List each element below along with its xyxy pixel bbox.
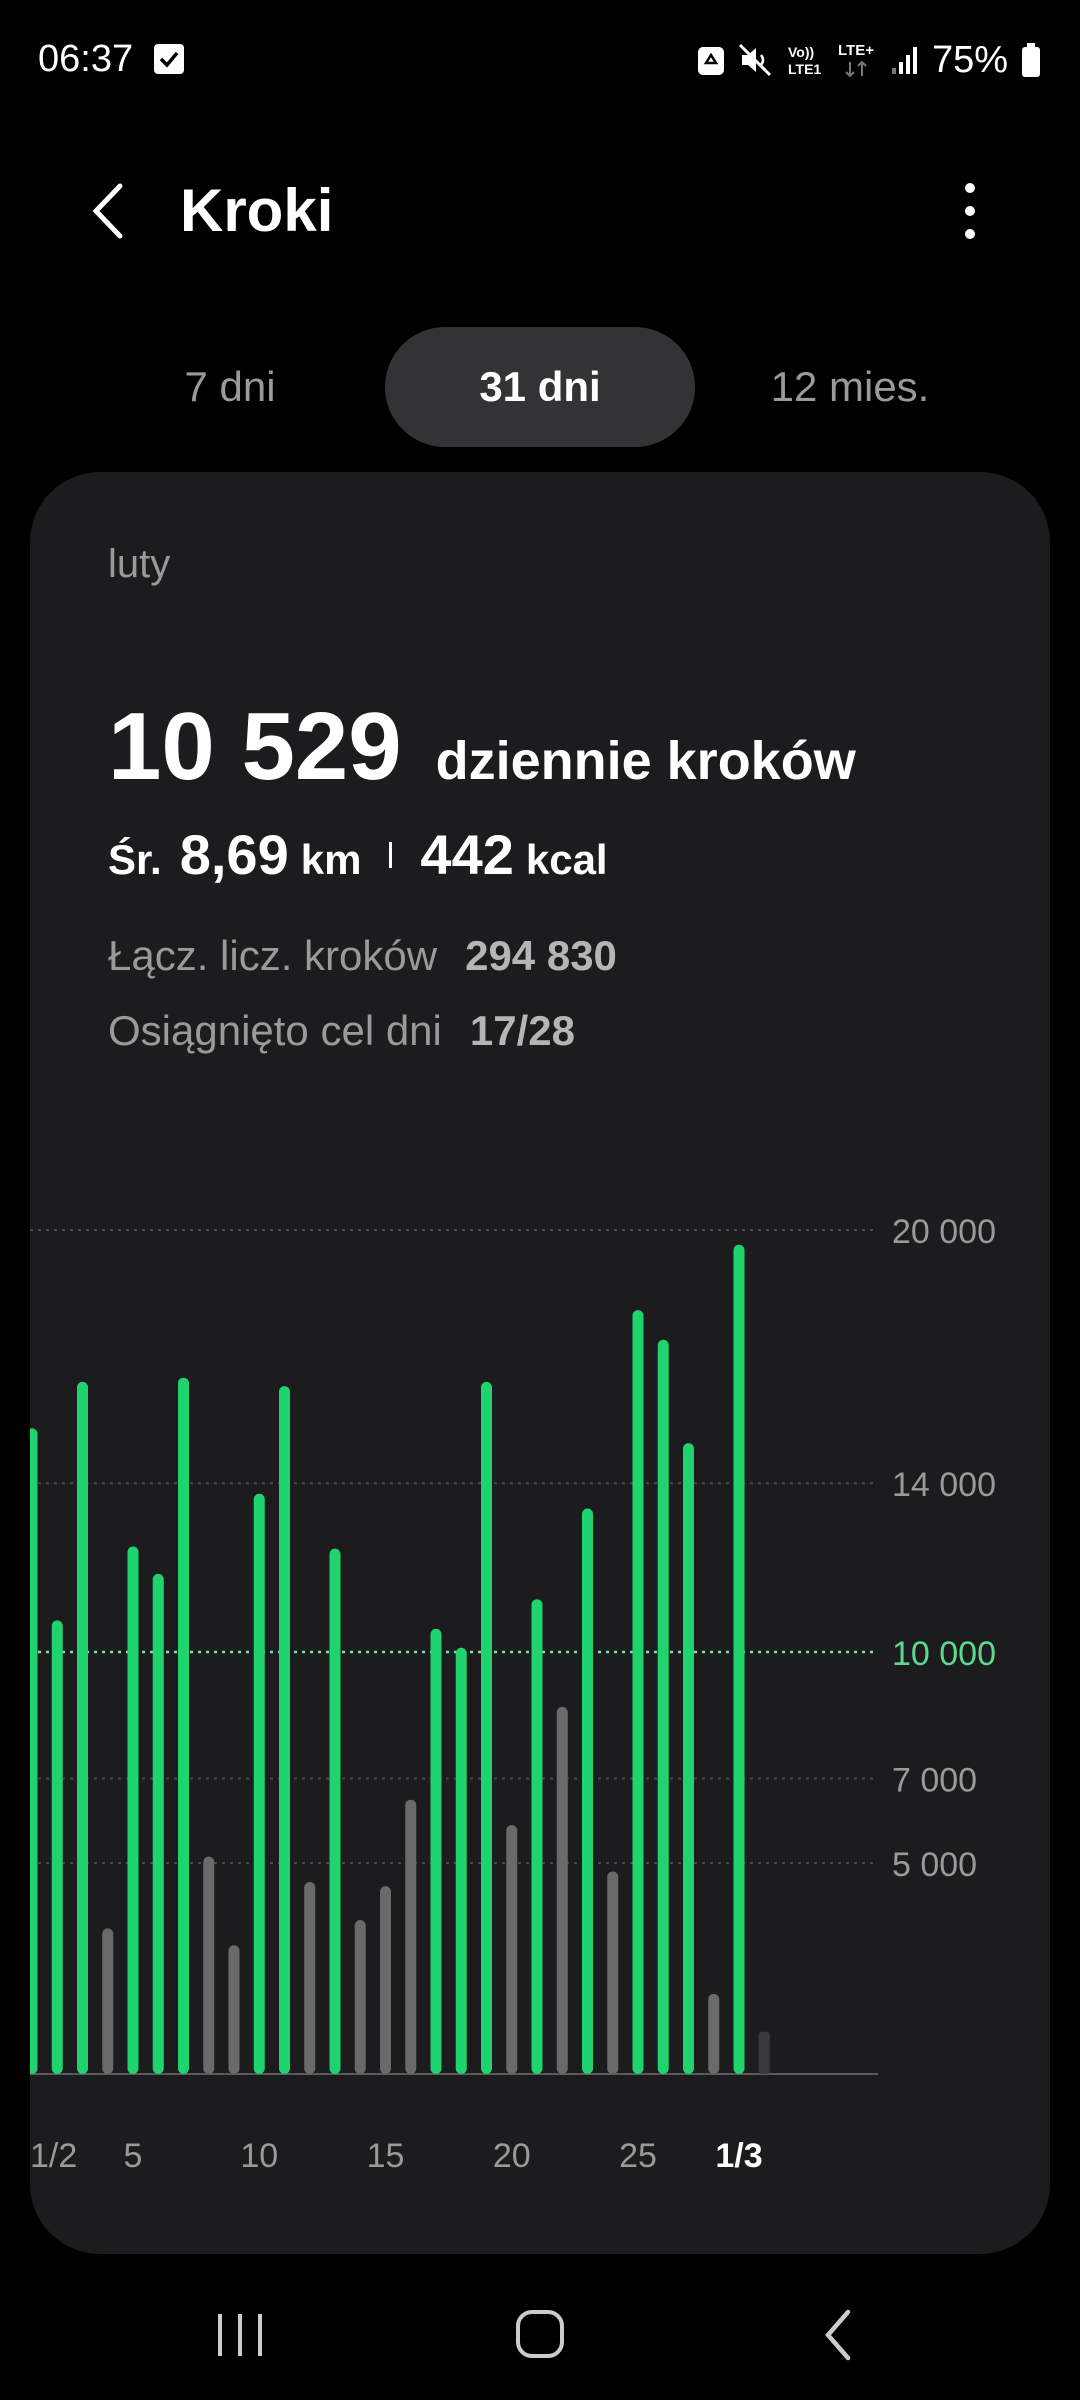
y-tick-label: 20 000 (892, 1213, 996, 1251)
goal-days-value: 17/28 (469, 1007, 575, 1054)
bar-day-15[interactable] (380, 1886, 391, 2074)
x-tick-label: 25 (619, 2137, 657, 2175)
average-row: Śr. 8,69 km 442 kcal (108, 822, 608, 887)
recycle-icon (697, 47, 724, 75)
bar-day-1/3[interactable] (733, 1244, 745, 2074)
y-tick-label: 5 000 (892, 1846, 977, 1884)
bar-day-25[interactable] (632, 1310, 644, 2074)
average-distance-value: 8,69 (179, 823, 289, 886)
goal-days-row: Osiągnięto cel dni 17/28 (108, 1007, 575, 1055)
x-tick-label: 1/2 (30, 2137, 77, 2175)
bar-day-1/2[interactable] (30, 1428, 38, 2074)
bar-day-27[interactable] (683, 1443, 694, 2074)
average-distance-unit: km (300, 836, 362, 883)
svg-text:LTE+: LTE+ (838, 42, 874, 59)
period-label: luty (108, 542, 171, 586)
y-tick-label: 7 000 (892, 1762, 977, 1800)
more-options-button[interactable] (940, 176, 1000, 246)
daily-steps-unit: dziennie kroków (435, 731, 856, 791)
page-title: Kroki (180, 177, 334, 244)
tab-12-months[interactable]: 12 mies. (770, 363, 930, 410)
navigation-bar (0, 2270, 1080, 2400)
bar-day-12[interactable] (304, 1881, 316, 2074)
lte-icon: LTE+ (838, 42, 874, 78)
total-steps-row: Łącz. licz. kroków 294 830 (108, 932, 617, 980)
total-steps-label: Łącz. licz. kroków (108, 932, 438, 979)
bar-day-22[interactable] (556, 1706, 568, 2074)
bar-day-28[interactable] (708, 1993, 720, 2074)
bar-day-9[interactable] (228, 1945, 240, 2074)
battery-percent: 75% (931, 38, 1008, 81)
mute-icon (738, 43, 771, 77)
bar-day-10[interactable] (253, 1493, 265, 2074)
app-header: Kroki (0, 150, 1080, 270)
average-calories-value: 442 (420, 823, 514, 886)
status-bar: 06:37 Vo)) LTE1 LTE+ 75% (0, 0, 1080, 120)
x-tick-label: 15 (367, 2137, 405, 2175)
status-icons: Vo)) LTE1 LTE+ 75% (696, 38, 1042, 82)
steps-bar-chart[interactable]: 20 000 14 000 10 000 7 000 5 000 1/2 5 10 15 20 25… (30, 472, 1050, 2254)
system-back-button[interactable] (800, 2300, 880, 2370)
average-prefix: Śr. (108, 836, 162, 883)
more-vertical-icon (965, 183, 975, 239)
volte-icon: Vo)) LTE1 (788, 44, 821, 77)
recents-button[interactable] (200, 2300, 280, 2370)
bar-day-5[interactable] (127, 1546, 139, 2075)
bar-day-14[interactable] (354, 1919, 366, 2074)
total-steps-value: 294 830 (465, 932, 617, 979)
x-tick-label: 10 (240, 2137, 278, 2175)
battery-icon (1022, 43, 1040, 77)
steps-card: luty 10 529 dziennie kroków Śr. 8,69 km … (30, 472, 1050, 2254)
x-tick-label: 5 (124, 2137, 143, 2175)
home-icon (516, 2310, 564, 2358)
bar-day-8[interactable] (203, 1856, 215, 2074)
back-button[interactable] (78, 176, 148, 246)
recents-icon (218, 2314, 262, 2356)
tab-31-days[interactable]: 31 dni (385, 327, 695, 447)
status-time: 06:37 (38, 38, 134, 80)
bar-day-2[interactable] (51, 1620, 63, 2074)
x-tick-label: 1/3 (715, 2137, 762, 2175)
goal-days-label: Osiągnięto cel dni (108, 1007, 442, 1054)
bar-day-18[interactable] (455, 1647, 467, 2074)
daily-steps-row: 10 529 dziennie kroków (108, 692, 856, 802)
bar-day-3[interactable] (77, 1381, 88, 2074)
average-calories-unit: kcal (525, 836, 608, 883)
bar-day-20[interactable] (506, 1825, 518, 2074)
bar-day-21[interactable] (531, 1599, 543, 2074)
notification-check-icon (154, 44, 184, 74)
bar-placeholder (758, 2031, 770, 2074)
bar-day-24[interactable] (607, 1871, 619, 2074)
bar-day-6[interactable] (152, 1573, 164, 2074)
period-tabs: 7 dni 31 dni 12 mies. (0, 327, 1080, 447)
bar-day-23[interactable] (582, 1508, 593, 2074)
average-divider (389, 841, 393, 868)
y-tick-label: 10 000 (892, 1635, 996, 1673)
y-tick-label: 14 000 (892, 1466, 996, 1504)
bar-day-4[interactable] (102, 1928, 114, 2074)
bar-day-17[interactable] (430, 1628, 442, 2074)
bar-day-19[interactable] (481, 1381, 492, 2074)
signal-icon (891, 47, 917, 74)
tab-7-days[interactable]: 7 dni (184, 363, 276, 410)
bar-day-7[interactable] (178, 1377, 189, 2074)
bar-day-11[interactable] (279, 1386, 290, 2074)
svg-text:Vo)): Vo)) (788, 44, 814, 60)
bar-day-13[interactable] (329, 1548, 341, 2074)
back-icon (825, 2309, 851, 2361)
bar-day-26[interactable] (657, 1339, 669, 2074)
chevron-left-icon (92, 183, 123, 239)
daily-steps-value: 10 529 (108, 693, 402, 800)
home-button[interactable] (500, 2300, 580, 2370)
bar-day-16[interactable] (405, 1799, 417, 2074)
x-tick-label: 20 (493, 2137, 531, 2175)
svg-text:LTE1: LTE1 (788, 61, 821, 77)
